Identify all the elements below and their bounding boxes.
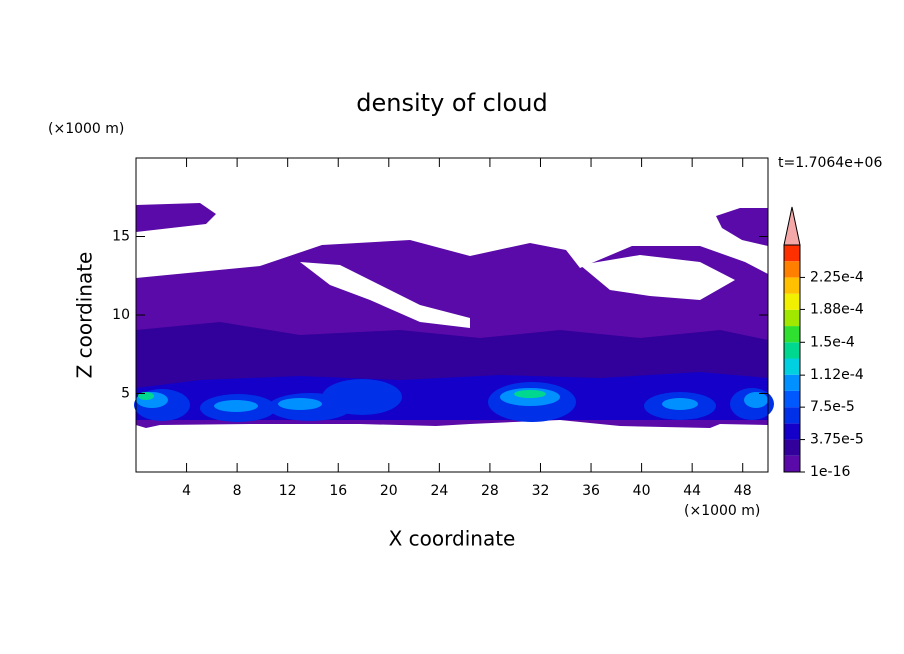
contour-region — [662, 398, 698, 410]
x-tick-label: 28 — [481, 483, 499, 499]
colorbar-band — [784, 439, 800, 456]
colorbar-tick-label: 3.75e-5 — [810, 432, 864, 448]
colorbar-tick-label: 1.5e-4 — [810, 334, 855, 350]
colorbar-tick-label: 1e-16 — [810, 464, 850, 480]
x-tick-label: 16 — [329, 483, 347, 499]
contour-region — [278, 398, 322, 410]
colorbar-band — [784, 309, 800, 327]
x-unit: (×1000 m) — [684, 503, 760, 519]
x-tick-label: 4 — [182, 483, 191, 499]
colorbar-frame — [783, 244, 801, 473]
colorbar-band — [784, 407, 800, 424]
colorbar-tick-label: 2.25e-4 — [810, 269, 864, 285]
x-tick-label: 44 — [683, 483, 701, 499]
y-axis-label: Z coordinate — [73, 252, 97, 379]
x-tick-label: 32 — [532, 483, 550, 499]
x-tick-label: 12 — [279, 483, 297, 499]
colorbar-tick-label: 1.12e-4 — [810, 367, 864, 383]
x-tick-label: 24 — [430, 483, 448, 499]
contour-gap — [300, 262, 470, 328]
colorbar-band — [784, 390, 800, 408]
colorbar-extend — [783, 206, 801, 246]
colorbar-band — [784, 245, 800, 262]
contour-gap — [580, 255, 735, 300]
colorbar-band — [784, 342, 800, 359]
colorbar-band — [784, 277, 800, 294]
colorbar-band — [784, 358, 800, 375]
colorbar-band — [784, 374, 800, 391]
contour-region — [322, 379, 402, 415]
x-tick-label: 48 — [734, 483, 752, 499]
colorbar-band — [784, 455, 800, 472]
y-tick-label: 15 — [112, 229, 130, 245]
chart-title: density of cloud — [356, 89, 547, 117]
y-tick-label: 5 — [121, 386, 130, 402]
x-axis-label: X coordinate — [389, 527, 516, 551]
x-tick-label: 8 — [233, 483, 242, 499]
colorbar-band — [784, 423, 800, 440]
time-annotation: t=1.7064e+06 — [778, 155, 882, 171]
y-tick-label: 10 — [112, 307, 130, 323]
colorbar-band — [784, 261, 800, 278]
x-tick-label: 40 — [633, 483, 651, 499]
colorbar-tick-label: 7.5e-5 — [810, 399, 855, 415]
colorbar-band — [784, 326, 800, 343]
contour-region — [136, 203, 216, 232]
colorbar-band — [784, 293, 800, 310]
contour-field — [134, 203, 774, 428]
contour-region — [716, 208, 768, 246]
y-unit: (×1000 m) — [48, 121, 124, 137]
x-tick-label: 20 — [380, 483, 398, 499]
contour-region — [744, 392, 768, 408]
contour-region — [514, 390, 546, 398]
colorbar-tick-label: 1.88e-4 — [810, 301, 864, 317]
x-tick-label: 36 — [582, 483, 600, 499]
contour-region — [214, 400, 258, 412]
